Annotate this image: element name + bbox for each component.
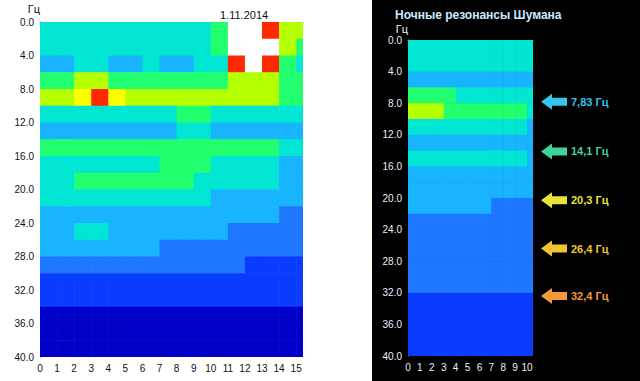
svg-text:0.0: 0.0 <box>20 17 34 28</box>
svg-text:1.11.2014: 1.11.2014 <box>220 9 268 21</box>
svg-text:12: 12 <box>239 363 251 374</box>
svg-text:4: 4 <box>453 362 459 373</box>
svg-text:13: 13 <box>256 363 268 374</box>
svg-text:20.0: 20.0 <box>383 193 403 204</box>
svg-text:2: 2 <box>429 362 435 373</box>
svg-text:2: 2 <box>71 363 77 374</box>
svg-text:36.0: 36.0 <box>15 318 35 329</box>
svg-text:10: 10 <box>205 363 217 374</box>
svg-text:8.0: 8.0 <box>388 98 402 109</box>
svg-text:28.0: 28.0 <box>15 251 35 262</box>
svg-text:16.0: 16.0 <box>15 151 35 162</box>
svg-text:4.0: 4.0 <box>20 50 34 61</box>
svg-text:0: 0 <box>405 362 411 373</box>
svg-text:8: 8 <box>500 362 506 373</box>
svg-text:16.0: 16.0 <box>383 161 403 172</box>
svg-text:7: 7 <box>489 362 495 373</box>
svg-text:14,1 Гц: 14,1 Гц <box>571 145 609 157</box>
svg-text:4.0: 4.0 <box>388 66 402 77</box>
svg-text:10: 10 <box>521 362 533 373</box>
svg-text:8.0: 8.0 <box>20 84 34 95</box>
svg-text:20,3 Гц: 20,3 Гц <box>571 194 609 206</box>
svg-text:5: 5 <box>123 363 129 374</box>
svg-text:28.0: 28.0 <box>383 256 403 267</box>
svg-text:0: 0 <box>37 363 43 374</box>
svg-text:4: 4 <box>106 363 112 374</box>
svg-text:20.0: 20.0 <box>15 184 35 195</box>
svg-text:40.0: 40.0 <box>383 351 403 362</box>
svg-text:1: 1 <box>417 362 423 373</box>
svg-text:24.0: 24.0 <box>383 224 403 235</box>
svg-text:12.0: 12.0 <box>15 117 35 128</box>
svg-text:9: 9 <box>191 363 197 374</box>
svg-text:Ночные резонансы Шумана: Ночные резонансы Шумана <box>395 8 562 22</box>
svg-text:7,83 Гц: 7,83 Гц <box>571 96 609 108</box>
svg-text:6: 6 <box>477 362 483 373</box>
svg-text:26,4 Гц: 26,4 Гц <box>571 243 609 255</box>
svg-text:14: 14 <box>274 363 286 374</box>
svg-text:Гц: Гц <box>28 3 41 15</box>
svg-text:15: 15 <box>291 363 303 374</box>
svg-text:Гц: Гц <box>396 23 409 35</box>
svg-text:3: 3 <box>441 362 447 373</box>
svg-text:6: 6 <box>140 363 146 374</box>
svg-text:24.0: 24.0 <box>15 218 35 229</box>
svg-text:36.0: 36.0 <box>383 319 403 330</box>
svg-text:9: 9 <box>512 362 518 373</box>
svg-text:0.0: 0.0 <box>388 35 402 46</box>
svg-text:7: 7 <box>157 363 163 374</box>
svg-text:3: 3 <box>88 363 94 374</box>
svg-text:32.0: 32.0 <box>383 287 403 298</box>
svg-text:12.0: 12.0 <box>383 129 403 140</box>
svg-text:32.0: 32.0 <box>15 285 35 296</box>
svg-text:8: 8 <box>174 363 180 374</box>
svg-text:5: 5 <box>465 362 471 373</box>
svg-text:32,4 Гц: 32,4 Гц <box>571 290 609 302</box>
svg-text:11: 11 <box>223 363 234 374</box>
svg-text:1: 1 <box>54 363 60 374</box>
svg-text:40.0: 40.0 <box>15 352 35 363</box>
